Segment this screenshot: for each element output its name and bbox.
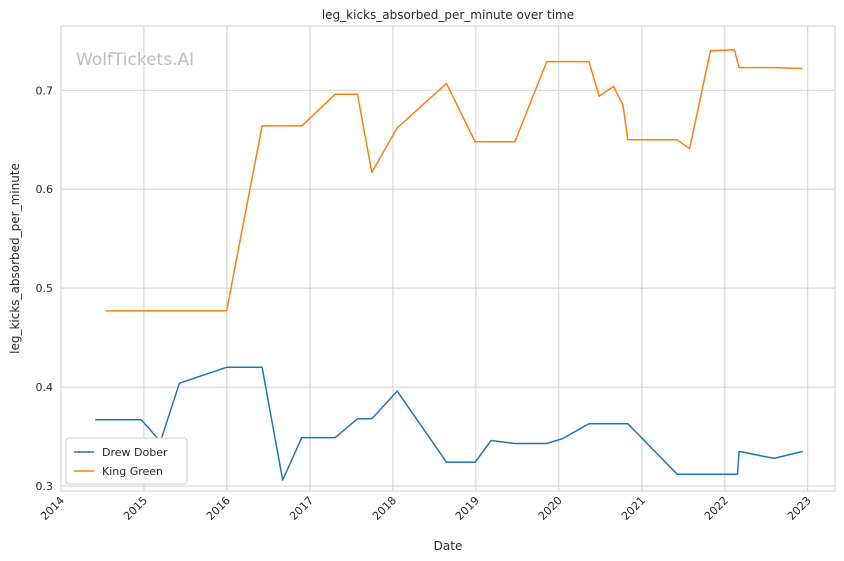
legend-label: Drew Dober: [102, 446, 168, 459]
x-tick-label: 2023: [785, 494, 814, 523]
watermark-text: WolfTickets.AI: [76, 50, 194, 70]
x-tick-label: 2021: [619, 494, 648, 523]
y-tick-label: 0.4: [36, 381, 54, 394]
legend: Drew Dober King Green: [65, 437, 188, 485]
y-tick-label: 0.3: [36, 480, 54, 493]
series-line: [95, 366, 803, 481]
legend-box: [65, 437, 188, 485]
x-tick-label: 2014: [38, 494, 67, 523]
y-tick-labels: 0.3 0.4 0.5 0.6 0.7: [36, 84, 54, 493]
x-axis-label: Date: [434, 539, 463, 553]
y-tick-label: 0.7: [36, 84, 54, 97]
x-tick-label: 2020: [536, 494, 565, 523]
x-tick-label: 2016: [204, 494, 233, 523]
legend-label: King Green: [102, 465, 163, 478]
y-tick-label: 0.5: [36, 282, 54, 295]
x-tick-label: 2015: [121, 494, 150, 523]
plot-area: [61, 26, 835, 491]
x-gridlines: [60, 26, 809, 491]
y-axis-label: leg_kicks_absorbed_per_minute: [8, 163, 22, 354]
x-tick-label: 2019: [453, 494, 482, 523]
series-line: [105, 48, 803, 312]
x-tick-label: 2018: [370, 494, 399, 523]
plot-frame: [60, 25, 836, 492]
x-tick-label: 2017: [287, 494, 316, 523]
x-tick-label: 2022: [702, 494, 731, 523]
chart-title: leg_kicks_absorbed_per_minute over time: [322, 8, 574, 22]
y-tick-label: 0.6: [36, 183, 54, 196]
series-layer: [95, 48, 803, 481]
x-tick-labels: 2014 2015 2016 2017 2018 2019 2020 2021 2022 2023: [38, 494, 814, 523]
y-gridlines: [61, 89, 835, 487]
